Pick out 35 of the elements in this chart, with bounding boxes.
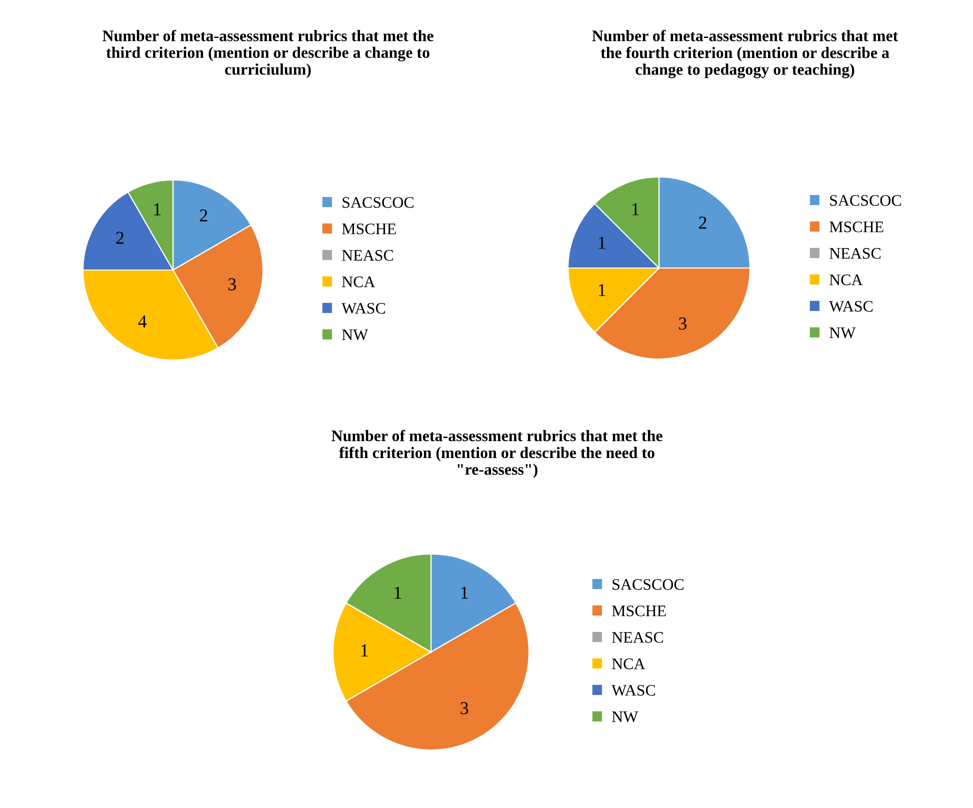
legend-label: NEASC [612, 632, 664, 643]
legend-label: NW [830, 328, 856, 338]
data-label: 1 [632, 203, 639, 216]
legend-label: NEASC [830, 248, 881, 259]
data-label: 1 [361, 644, 368, 656]
data-label: 2 [200, 209, 208, 222]
legend-label: SACSCOC [342, 197, 414, 208]
data-label: 1 [394, 586, 402, 599]
data-label: 1 [154, 203, 161, 216]
data-label: 3 [679, 318, 686, 330]
data-label: 1 [598, 236, 606, 249]
data-label: 1 [461, 586, 468, 599]
legend-label: MSCHE [830, 222, 884, 232]
chart-title: Number of meta-assessment rubrics that met the third criterion (mention or describe a change to curriciulum) [102, 30, 434, 78]
legend-label: NW [612, 712, 638, 722]
legend-label: NCA [342, 276, 376, 288]
legend-label: SACSCOC [830, 195, 901, 206]
legend-label: MSCHE [342, 224, 396, 234]
legend-label: NCA [830, 274, 863, 286]
data-label: 4 [138, 315, 147, 328]
legend-label: WASC [342, 302, 386, 314]
legend-label: SACSCOC [612, 579, 684, 590]
data-label: 3 [460, 702, 468, 714]
chart-title: Number of meta-assessment rubrics that met the fifth criterion (mention or describe the need to "re-assess") [332, 430, 662, 478]
legend-label: WASC [829, 300, 873, 312]
chart-title: Number of meta-assessment rubrics that met the fourth criterion (mention or describe a change to pedagogy or teaching) [592, 30, 898, 78]
data-label: 2 [699, 216, 706, 229]
legend-label: MSCHE [612, 606, 666, 616]
legend-label: NW [342, 330, 368, 340]
legend-label: NEASC [342, 250, 394, 261]
legend-label: WASC [612, 684, 656, 696]
data-label: 3 [228, 278, 236, 290]
legend-label: NCA [612, 658, 646, 670]
data-label: 2 [116, 232, 124, 244]
data-label: 1 [598, 284, 606, 296]
